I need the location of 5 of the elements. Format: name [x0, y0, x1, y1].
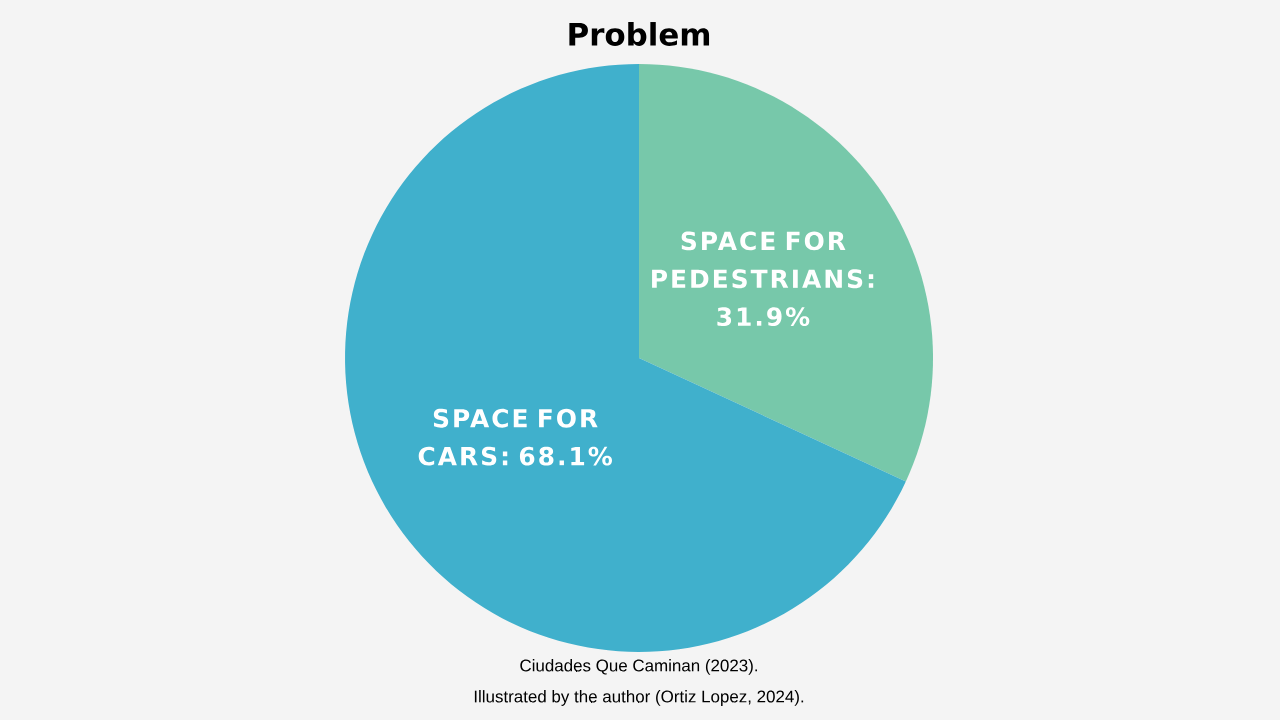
chart-title: Problem	[569, 22, 710, 46]
text: Illustrated by the author (Ortiz Lopez, 2024).	[474, 690, 804, 706]
text: Ciudades Que Caminan (2023).	[520, 659, 757, 675]
data-label: SPACE FOR PEDESTRIANS: 31.9%	[652, 231, 874, 327]
data-label: SPACE FOR CARS: 68.1%	[418, 408, 612, 466]
